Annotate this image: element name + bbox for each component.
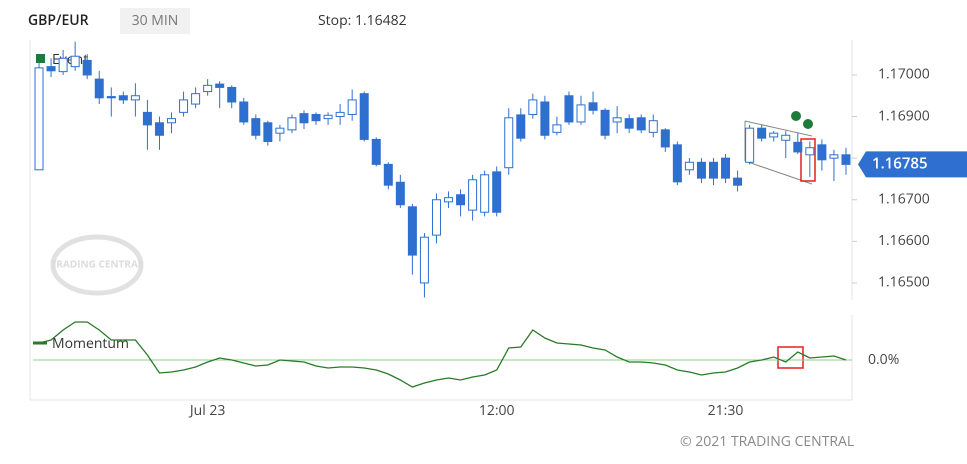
candle-body	[624, 118, 634, 129]
candle-body	[564, 95, 574, 123]
interval[interactable]: 30 MIN	[132, 11, 179, 30]
candle-body	[552, 124, 562, 133]
event-marker[interactable]	[803, 119, 813, 129]
candle-body	[757, 127, 767, 139]
candle-body	[745, 127, 755, 163]
stop-level: Stop: 1.16482	[318, 11, 407, 30]
x-tick-label: Jul 23	[188, 401, 226, 420]
candle-body	[130, 95, 140, 101]
event-box	[777, 346, 804, 369]
candle-body	[684, 161, 694, 171]
candle-body	[444, 197, 454, 203]
candle-body	[805, 147, 815, 156]
candle-body	[793, 141, 803, 153]
candle-body	[648, 120, 658, 133]
candle-body	[504, 117, 514, 169]
candle-body	[347, 99, 357, 115]
candle-body	[46, 66, 56, 72]
candle-body	[817, 144, 827, 161]
candle-body	[528, 99, 538, 115]
last-price-box	[858, 151, 967, 178]
candle-body	[227, 86, 237, 103]
candle-body	[154, 122, 164, 136]
candle-body	[106, 96, 116, 99]
x-tick-label: 21:30	[708, 401, 744, 420]
candle-body	[118, 95, 128, 101]
candle-body	[323, 114, 333, 120]
candle-body	[636, 117, 646, 131]
candle-body	[576, 104, 586, 123]
momentum-line	[38, 321, 847, 388]
symbol: GBP/EUR	[28, 11, 89, 30]
copyright: © 2021 TRADING CENTRAL	[680, 432, 854, 451]
candle-body	[191, 93, 201, 105]
candle-body	[239, 101, 249, 123]
candle-body	[395, 181, 405, 206]
candle-body	[721, 157, 731, 179]
channel-line	[744, 120, 813, 137]
candle-body	[299, 113, 309, 124]
y-tick-label: 1.16500	[878, 273, 930, 292]
candle-body	[600, 109, 610, 136]
candle-body	[58, 57, 68, 73]
candle-body	[359, 93, 369, 140]
candle-body	[179, 99, 189, 113]
candle-body	[588, 102, 598, 111]
candle-body	[251, 118, 261, 136]
legend-swatch	[36, 54, 45, 63]
candle-body	[769, 132, 779, 138]
candle-body	[203, 84, 213, 93]
candle-body	[311, 113, 321, 122]
y-tick-label: 1.17000	[878, 65, 930, 84]
candle-body	[94, 78, 104, 99]
candle-body	[829, 154, 839, 159]
candle-body	[708, 161, 718, 179]
watermark-text: TRADING CENTRAL	[50, 257, 143, 271]
candle-body	[371, 138, 381, 165]
candle-body	[215, 83, 225, 88]
candle-body	[407, 206, 417, 256]
last-price-label: 1.16785	[872, 153, 928, 173]
y-tick-label: 1.16700	[878, 189, 930, 208]
candle-body	[781, 134, 791, 141]
event-marker[interactable]	[791, 111, 801, 121]
y-tick-label: 1.16900	[878, 106, 930, 125]
candle-body	[468, 179, 478, 211]
legend-label: Momentum	[52, 334, 129, 353]
candle-body	[733, 177, 743, 186]
candle-body	[275, 127, 285, 134]
x-tick-label: 12:00	[479, 401, 515, 420]
candle-body	[287, 117, 297, 131]
candle-body	[480, 174, 490, 213]
candle-body	[70, 55, 80, 68]
candle-body	[516, 114, 526, 139]
candle-body	[34, 67, 44, 171]
candle-body	[263, 122, 273, 143]
candle-body	[335, 111, 345, 118]
interval-box[interactable]	[120, 8, 190, 34]
candle-body	[660, 129, 670, 148]
candle-body	[456, 194, 466, 206]
candle-body	[696, 161, 706, 179]
candle-body	[492, 171, 502, 213]
watermark: TRADING CENTRAL	[50, 234, 144, 296]
candle-body	[612, 117, 622, 123]
candle-body	[540, 101, 550, 136]
candle-body	[419, 236, 429, 284]
candle-body	[383, 163, 393, 186]
candle-body	[82, 59, 92, 76]
event-box	[800, 138, 816, 182]
y-tick-label: 1.16600	[878, 231, 930, 250]
candle-body	[167, 118, 177, 124]
y-tick-label: 0.0%	[868, 350, 899, 369]
candle-body	[142, 111, 152, 126]
candle-body	[841, 154, 851, 165]
candle-body	[672, 144, 682, 183]
candle-body	[431, 199, 441, 236]
